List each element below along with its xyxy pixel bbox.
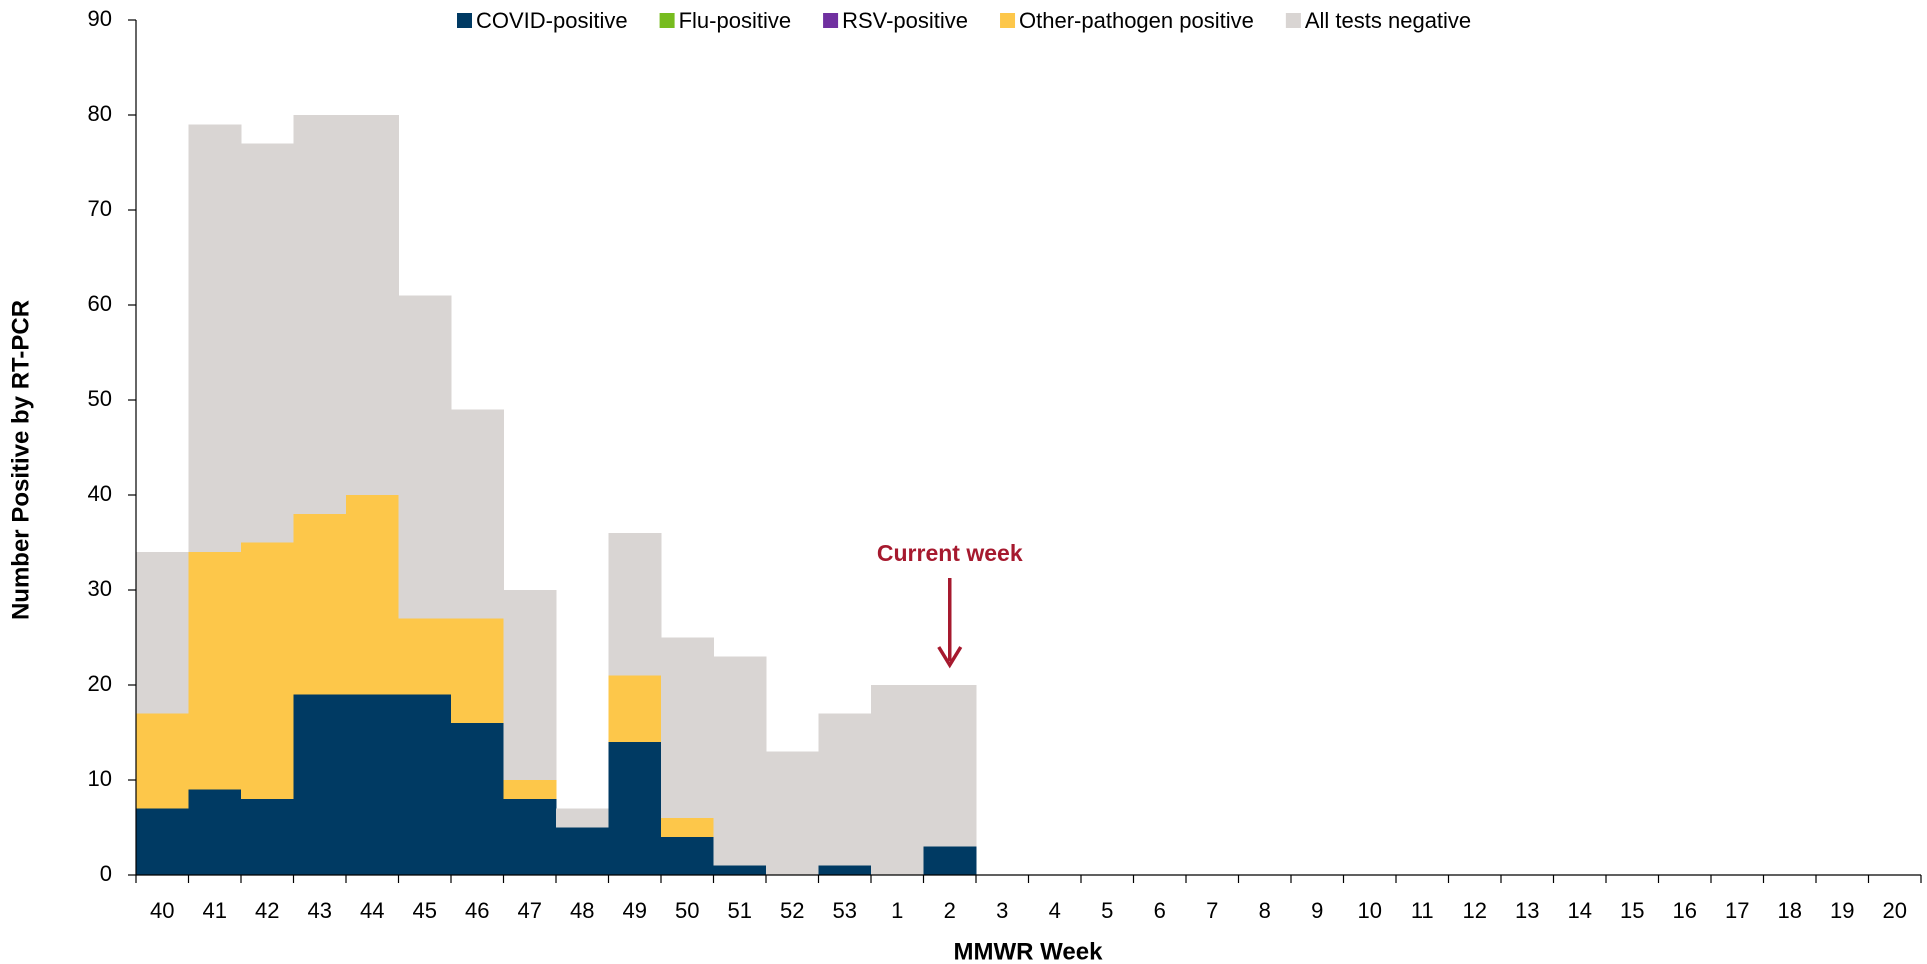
bar-segment [398,295,452,619]
bar-segment [398,618,452,695]
x-tick-label: 47 [518,898,542,923]
bar-segment [713,656,767,866]
bar-segment [818,865,872,875]
annotation: Current week [877,540,1023,566]
bar-segment [136,552,189,714]
bar-segment [188,124,242,552]
x-tick-label: 15 [1620,898,1644,923]
x-tick-label: 17 [1725,898,1749,923]
y-tick-label: 60 [88,291,112,316]
bar-segment [241,799,294,875]
bar-segment [766,751,819,875]
bar-segment [293,694,347,875]
x-tick-label: 14 [1568,898,1592,923]
x-tick-label: 6 [1154,898,1166,923]
legend-swatch [659,13,675,28]
x-tick-label: 2 [944,898,956,923]
x-tick-label: 12 [1463,898,1487,923]
bar-segment [241,143,294,543]
bar-segment [346,694,399,875]
bar-segment [923,846,977,875]
legend-label: All tests negative [1305,8,1471,33]
bar-segment [398,694,452,875]
y-axis-title: Number Positive by RT-PCR [7,300,34,620]
bar-segment [293,514,347,695]
x-tick-label: 45 [413,898,437,923]
x-axis-title: MMWR Week [954,938,1104,964]
x-tick-label: 20 [1883,898,1907,923]
x-tick-label: 3 [996,898,1008,923]
legend-label: COVID-positive [476,8,628,33]
bar-segment [503,780,557,799]
x-tick-label: 11 [1411,898,1434,923]
x-tick-label: 16 [1673,898,1697,923]
y-tick-label: 80 [88,101,112,126]
y-tick-label: 70 [88,196,112,221]
bar-segment [136,713,189,809]
bar-segment [713,865,767,875]
x-tick-label: 5 [1101,898,1113,923]
x-tick-label: 44 [360,898,384,923]
bar-segment [346,115,399,495]
y-tick-label: 30 [88,576,112,601]
bar-segment [346,495,399,695]
x-tick-label: 50 [675,898,699,923]
bar-segment [451,618,504,723]
legend-swatch [457,13,472,28]
bar-segment [608,742,662,875]
bar-segment [661,837,714,875]
bar-segment [241,542,294,799]
x-tick-label: 4 [1049,898,1061,923]
y-tick-label: 90 [88,6,112,31]
legend-label: Flu-positive [679,8,791,33]
bar-segment [451,409,504,619]
y-tick-label: 0 [100,861,112,886]
x-tick-label: 18 [1778,898,1802,923]
x-tick-label: 53 [833,898,857,923]
bar-segment [503,590,557,780]
bar-segment [661,818,714,837]
bar-segment [556,808,609,828]
y-tick-label: 50 [88,386,112,411]
bar-segment [503,799,557,875]
x-tick-label: 10 [1358,898,1382,923]
legend-swatch [823,13,839,28]
x-tick-label: 1 [891,898,903,923]
x-tick-label: 19 [1830,898,1854,923]
x-tick-label: 52 [780,898,804,923]
x-tick-label: 8 [1259,898,1271,923]
x-tick-label: 13 [1515,898,1539,923]
x-tick-label: 40 [150,898,174,923]
y-tick-label: 40 [88,481,112,506]
bar-segment [451,723,504,875]
x-tick-label: 7 [1206,898,1218,923]
x-tick-label: 48 [570,898,594,923]
bar-segment [818,713,872,866]
bar-segment [661,637,714,818]
y-tick-label: 20 [88,671,112,696]
bar-segment [136,808,189,875]
x-tick-label: 49 [623,898,647,923]
x-tick-label: 42 [255,898,279,923]
x-tick-label: 41 [203,898,227,923]
x-tick-label: 43 [308,898,332,923]
x-tick-label: 46 [465,898,489,923]
bar-segment [871,685,924,875]
bar-segment [556,827,609,875]
bar-segment [293,115,347,514]
legend-swatch [1285,13,1301,28]
annotation-arrowhead [937,646,963,669]
legend-swatch [1000,13,1016,28]
bar-segment [608,675,662,742]
legend-label: Other-pathogen positive [1019,8,1254,33]
x-tick-label: 51 [728,898,752,923]
bar-segment [188,789,242,875]
y-tick-label: 10 [88,766,112,791]
bar-segment [923,685,977,847]
x-tick-label: 9 [1311,898,1323,923]
bar-segment [608,533,662,676]
bar-segment [188,552,242,790]
legend-label: RSV-positive [842,8,968,33]
